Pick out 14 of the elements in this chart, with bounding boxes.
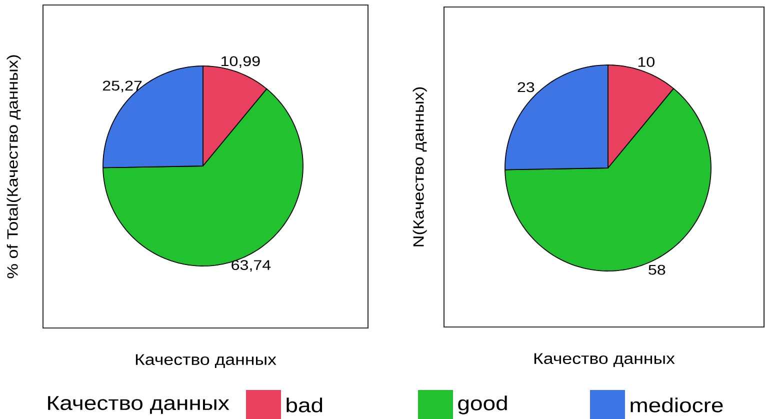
legend-title: Качество данных — [48, 396, 230, 414]
text: N(Качество данных) — [412, 87, 427, 246]
text: % of Total(Качество данных) — [6, 55, 21, 278]
data-label: 58 — [648, 264, 666, 275]
data-label: 25,27 — [102, 80, 142, 92]
text: Качество данных — [136, 354, 276, 368]
data-label: 63,74 — [232, 260, 271, 272]
data-label: 10,99 — [222, 56, 260, 68]
text: Качество данных — [534, 353, 675, 367]
legend-label: good — [458, 396, 507, 414]
data-label: 23 — [518, 82, 534, 92]
legend-label: bad — [286, 398, 322, 412]
legend-label: mediocre — [630, 398, 723, 412]
data-label: 10 — [638, 57, 654, 67]
